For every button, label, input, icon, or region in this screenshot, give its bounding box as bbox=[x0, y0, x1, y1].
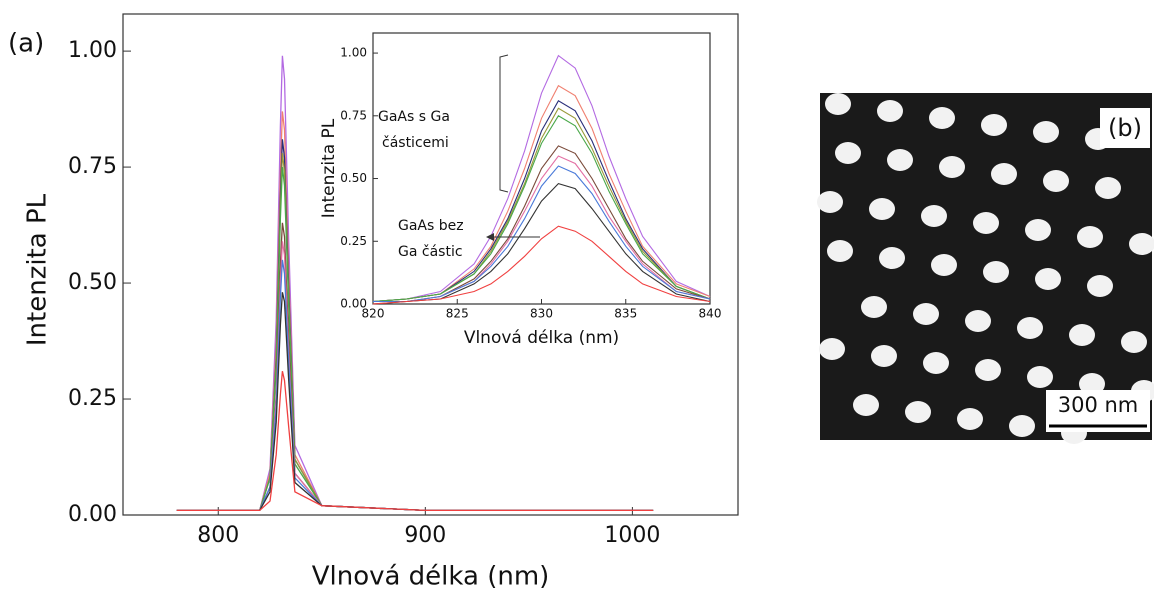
particle bbox=[965, 310, 991, 332]
particle bbox=[929, 107, 955, 129]
spectrum-line bbox=[372, 84, 711, 303]
particle bbox=[817, 191, 843, 213]
annotation: Ga částic bbox=[398, 244, 463, 260]
particle bbox=[887, 149, 913, 171]
particle bbox=[973, 212, 999, 234]
y-axis-label: Intenzita PL bbox=[319, 118, 339, 218]
y-tick-label: 1.00 bbox=[68, 38, 117, 63]
spectrum-line bbox=[372, 100, 711, 303]
label-bg bbox=[1100, 108, 1150, 148]
particle bbox=[931, 254, 957, 276]
x-tick-label: 820 bbox=[362, 307, 385, 321]
annotation: GaAs s Ga bbox=[378, 109, 450, 125]
particle bbox=[1079, 373, 1105, 395]
particle bbox=[991, 163, 1017, 185]
particle bbox=[939, 156, 965, 178]
particle bbox=[1077, 226, 1103, 248]
y-axis-label: Intenzita PL bbox=[23, 193, 53, 346]
scale-bar-label: 300 nm bbox=[1058, 393, 1139, 417]
particle bbox=[923, 352, 949, 374]
particle bbox=[1033, 121, 1059, 143]
spectrum-line bbox=[372, 115, 711, 303]
particle bbox=[827, 240, 853, 262]
annotation: částicemi bbox=[382, 135, 449, 151]
particle bbox=[913, 303, 939, 325]
y-tick-label: 0.00 bbox=[340, 297, 367, 311]
particle bbox=[869, 198, 895, 220]
spectrum-line bbox=[372, 54, 711, 303]
particle bbox=[1009, 415, 1035, 437]
x-tick-label: 840 bbox=[699, 307, 722, 321]
x-tick-label: 900 bbox=[404, 523, 446, 548]
panel-label: (a) bbox=[8, 29, 44, 59]
x-axis-label: Vlnová délka (nm) bbox=[464, 328, 619, 348]
y-tick-label: 0.75 bbox=[68, 154, 117, 179]
particle bbox=[1121, 331, 1147, 353]
particle bbox=[819, 338, 845, 360]
y-tick-label: 0.00 bbox=[68, 502, 117, 527]
particle bbox=[1087, 275, 1113, 297]
particle bbox=[835, 142, 861, 164]
arrow-head bbox=[486, 233, 494, 241]
particle bbox=[871, 345, 897, 367]
particle bbox=[877, 100, 903, 122]
particle bbox=[1095, 177, 1121, 199]
particle bbox=[1069, 324, 1095, 346]
particle bbox=[853, 394, 879, 416]
x-tick-label: 800 bbox=[197, 523, 239, 548]
particles bbox=[817, 93, 1154, 444]
spectrum-line bbox=[372, 225, 711, 305]
annotation: GaAs bez bbox=[398, 218, 464, 234]
particle bbox=[861, 296, 887, 318]
particle bbox=[975, 359, 1001, 381]
panel-label: (b) bbox=[1108, 114, 1142, 142]
spectrum-line bbox=[372, 182, 711, 305]
particle bbox=[1017, 317, 1043, 339]
particle bbox=[983, 261, 1009, 283]
particle bbox=[1025, 219, 1051, 241]
particle bbox=[981, 114, 1007, 136]
y-tick-label: 0.50 bbox=[340, 171, 367, 185]
particle bbox=[879, 247, 905, 269]
x-tick-label: 825 bbox=[446, 307, 469, 321]
x-tick-label: 830 bbox=[530, 307, 553, 321]
particle bbox=[905, 401, 931, 423]
spectrum-line bbox=[176, 371, 654, 512]
spectrum-line bbox=[373, 165, 711, 303]
bracket bbox=[499, 54, 509, 193]
particle bbox=[957, 408, 983, 430]
y-tick-label: 0.25 bbox=[340, 234, 367, 248]
spectrum-line bbox=[373, 145, 711, 303]
y-tick-label: 0.75 bbox=[340, 108, 367, 122]
particle bbox=[825, 93, 851, 115]
particle bbox=[921, 205, 947, 227]
particle bbox=[1129, 233, 1154, 255]
particle bbox=[1035, 268, 1061, 290]
y-tick-label: 0.50 bbox=[68, 270, 117, 295]
particle bbox=[1027, 366, 1053, 388]
y-tick-label: 0.25 bbox=[68, 386, 117, 411]
particle bbox=[1043, 170, 1069, 192]
y-tick-label: 1.00 bbox=[340, 46, 367, 60]
x-tick-label: 835 bbox=[614, 307, 637, 321]
x-tick-label: 1000 bbox=[604, 523, 660, 548]
x-axis-label: Vlnová délka (nm) bbox=[312, 562, 550, 592]
